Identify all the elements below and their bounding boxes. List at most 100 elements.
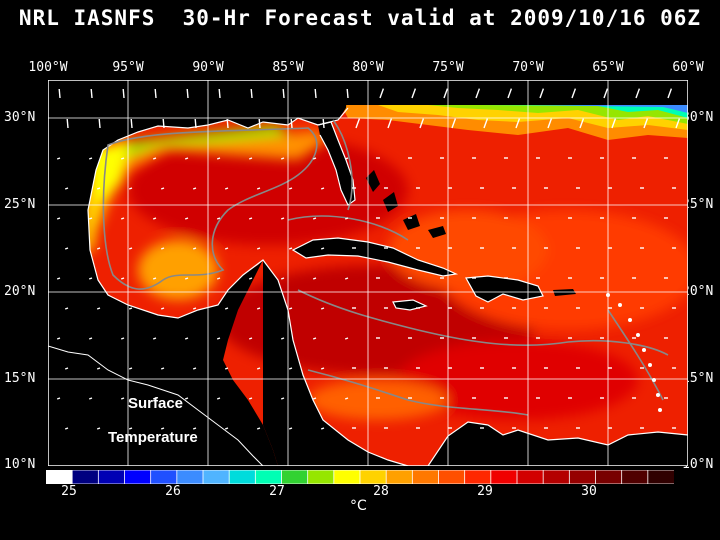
wind-arrow — [344, 157, 349, 160]
wind-arrow — [152, 397, 157, 400]
wind-arrow — [643, 118, 649, 129]
wind-arrow — [64, 307, 69, 310]
wind-arrow — [288, 367, 293, 370]
wind-arrow — [603, 88, 609, 99]
wind-arrow — [216, 397, 221, 400]
wind-arrow — [88, 277, 93, 280]
wind-arrow — [152, 337, 157, 340]
colorbar-swatch — [333, 470, 361, 484]
colorbar-swatch — [46, 470, 74, 484]
wind-arrow — [184, 157, 189, 160]
wind-arrow — [88, 217, 93, 220]
wind-arrow — [667, 88, 673, 99]
colorbar-swatch — [568, 470, 597, 484]
wind-arrow — [56, 157, 61, 160]
lon-label: 70°W — [512, 60, 544, 75]
wind-arrow — [218, 88, 221, 99]
colorbar-swatch — [385, 470, 414, 484]
wind-arrow — [216, 277, 221, 280]
wind-arrow — [675, 118, 681, 129]
wind-arrow — [128, 187, 133, 190]
wind-arrow — [160, 427, 165, 430]
wind-arrow — [250, 88, 253, 99]
lat-label: 30°N — [4, 110, 36, 125]
wind-arrow — [152, 157, 157, 160]
lat-label: 20°N — [4, 284, 36, 299]
colorbar-swatch — [595, 470, 623, 484]
wind-arrow — [314, 88, 317, 99]
lon-label: 100°W — [28, 60, 68, 75]
wind-arrow — [507, 88, 513, 99]
wind-arrow — [320, 427, 325, 430]
colorbar-swatch — [307, 470, 335, 484]
colorbar-swatch — [621, 470, 649, 484]
wind-arrow — [355, 118, 361, 129]
wind-arrow — [160, 367, 165, 370]
wind-arrow — [128, 307, 133, 310]
colorbar-tick: 27 — [269, 484, 285, 499]
wind-arrow — [322, 118, 325, 129]
wind-arrow — [122, 88, 125, 99]
wind-arrow — [411, 88, 417, 99]
graticule — [48, 80, 688, 466]
colorbar-swatch — [464, 470, 492, 484]
wind-arrow — [120, 277, 125, 280]
wind-arrow — [539, 88, 545, 99]
wind-arrow — [130, 118, 133, 129]
wind-arrow — [128, 247, 133, 250]
wind-arrow — [90, 88, 93, 99]
wind-arrow — [128, 367, 133, 370]
wind-arrow — [344, 397, 349, 400]
wind-arrow — [344, 337, 349, 340]
wind-arrow — [154, 88, 157, 99]
wind-arrow — [160, 307, 165, 310]
lat-label: 30°N — [682, 110, 714, 125]
wind-arrow — [515, 118, 521, 129]
wind-arrow — [58, 88, 61, 99]
wind-arrow — [192, 367, 197, 370]
wind-arrow — [419, 118, 425, 129]
wind-arrow — [387, 118, 393, 129]
colorbar-swatch — [124, 470, 152, 484]
wind-arrow — [160, 187, 165, 190]
colorbar-swatch — [359, 470, 388, 484]
lat-label: 15°N — [682, 371, 714, 386]
wind-arrow — [344, 277, 349, 280]
wind-arrow — [256, 367, 261, 370]
wind-arrow — [192, 427, 197, 430]
wind-arrow — [66, 118, 69, 129]
colorbar-unit: °C — [350, 498, 367, 514]
wind-arrow — [290, 118, 293, 129]
north-atlantic-cool — [338, 80, 688, 140]
colorbar-swatch — [542, 470, 571, 484]
wind-arrow — [98, 118, 101, 129]
colorbar-swatch — [490, 470, 518, 484]
wind-arrow — [256, 307, 261, 310]
wind-arrow — [312, 277, 317, 280]
lon-label: 65°W — [592, 60, 624, 75]
wind-arrow — [320, 367, 325, 370]
wind-arrow — [56, 397, 61, 400]
wind-arrow — [224, 427, 229, 430]
coastlines — [48, 107, 688, 466]
wind-vectors — [56, 88, 681, 430]
wind-arrow — [312, 157, 317, 160]
wind-arrow — [611, 118, 617, 129]
map-label-line1: Surface — [128, 395, 184, 412]
wind-arrow — [248, 397, 253, 400]
wind-arrow — [64, 427, 69, 430]
colorbar-tick: 30 — [581, 484, 597, 499]
map-title: NRL IASNFS 30-Hr Forecast valid at 2009/… — [18, 6, 702, 30]
colorbar-swatch — [150, 470, 178, 484]
lat-label: 20°N — [682, 284, 714, 299]
wind-arrow — [96, 367, 101, 370]
landmasses — [48, 80, 688, 466]
lat-label: 10°N — [682, 457, 714, 472]
wind-arrow — [288, 427, 293, 430]
wind-arrow — [184, 397, 189, 400]
wind-arrow — [579, 118, 585, 129]
lat-label: 25°N — [4, 197, 36, 212]
wind-arrow — [186, 88, 189, 99]
wind-arrow — [120, 217, 125, 220]
wind-arrow — [256, 427, 261, 430]
